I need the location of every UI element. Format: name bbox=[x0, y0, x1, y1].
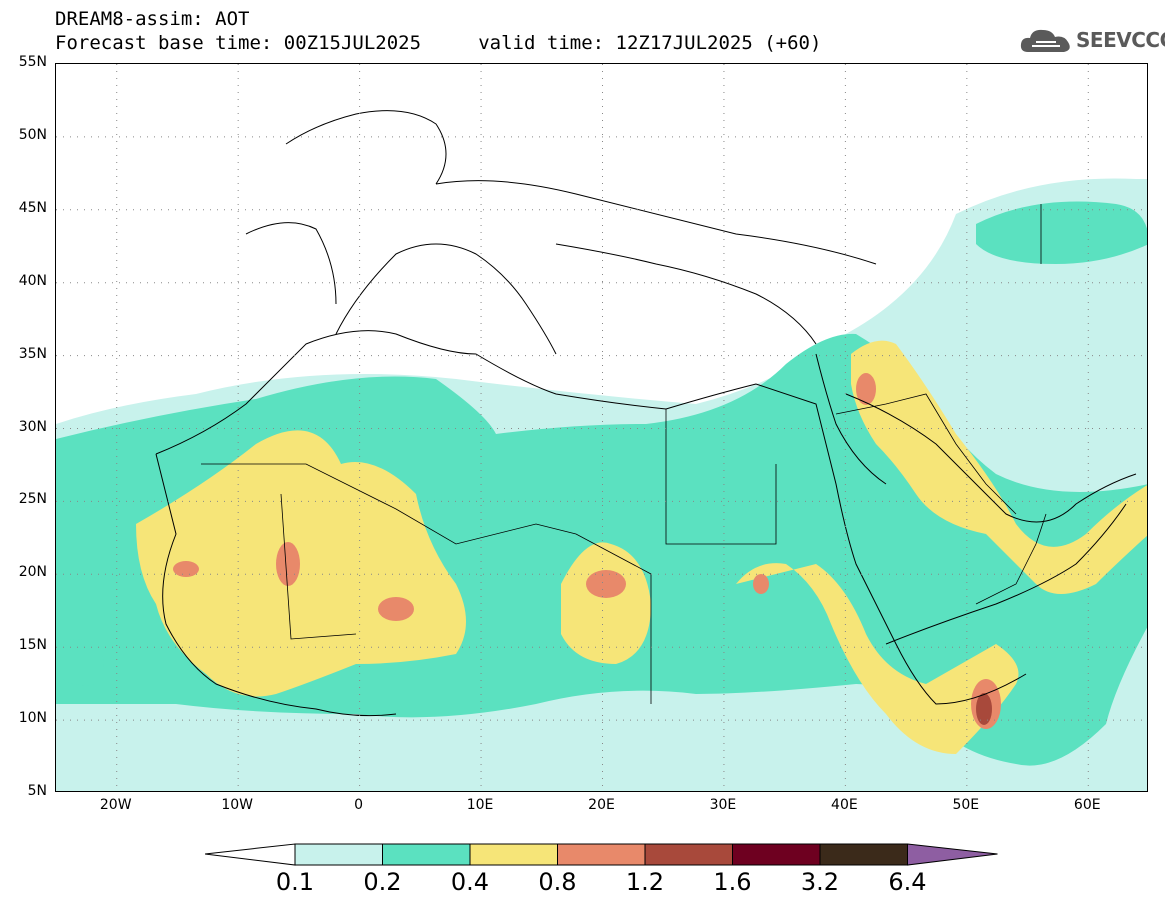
colorbar-level-label: 0.2 bbox=[363, 868, 402, 896]
colorbar-cell bbox=[469, 843, 558, 866]
lon-label: 40E bbox=[831, 797, 858, 813]
colorbar-level-label: 3.2 bbox=[800, 868, 840, 896]
lon-label: 60E bbox=[1073, 797, 1101, 813]
colorbar-level-label: 1.2 bbox=[625, 868, 665, 896]
logo-text: SEEVCCC bbox=[1076, 28, 1165, 52]
map-panel bbox=[55, 63, 1148, 792]
colorbar-level-label: 0.4 bbox=[450, 868, 490, 896]
lat-label: 15N bbox=[18, 637, 47, 654]
aot-band-0.4-0.8 bbox=[136, 340, 1147, 754]
lon-label: 10W bbox=[221, 797, 253, 813]
aot-band-1.2-1.6 bbox=[976, 693, 992, 725]
lon-label: 0 bbox=[354, 797, 364, 813]
colorbar-level-label: 0.1 bbox=[275, 868, 315, 896]
lon-label: 20E bbox=[588, 797, 615, 813]
aot-map bbox=[56, 64, 1147, 791]
lat-label: 40N bbox=[18, 272, 47, 289]
lon-label: 50E bbox=[952, 797, 980, 813]
colorbar-level-label: 6.4 bbox=[888, 868, 927, 896]
country-borders bbox=[201, 204, 1047, 704]
lat-label: 55N bbox=[18, 54, 47, 70]
lon-label: 30E bbox=[709, 797, 737, 813]
colorbar-level-label: 0.8 bbox=[538, 868, 577, 896]
chart-title: DREAM8-assim: AOT bbox=[55, 8, 250, 30]
chart-subtitle: Forecast base time: 00Z15JUL2025 valid t… bbox=[55, 32, 822, 54]
colorbar-cell bbox=[644, 843, 733, 866]
lat-label: 35N bbox=[18, 345, 47, 362]
lat-label: 10N bbox=[18, 710, 47, 727]
colorbar bbox=[205, 843, 998, 866]
lat-label: 30N bbox=[18, 418, 47, 435]
lat-label: 20N bbox=[18, 564, 47, 581]
lon-label: 10E bbox=[466, 797, 494, 813]
graticule bbox=[56, 64, 1147, 791]
colorbar-under-arrow bbox=[205, 843, 296, 866]
lat-label: 45N bbox=[18, 199, 47, 216]
lat-label: 50N bbox=[18, 126, 47, 143]
colorbar-over-arrow bbox=[907, 843, 998, 866]
colorbar-cell bbox=[382, 843, 471, 866]
lat-label: 5N bbox=[27, 783, 47, 799]
colorbar-cell bbox=[732, 843, 821, 866]
seevccc-logo: SEEVCCC bbox=[1018, 26, 1165, 56]
lat-label: 25N bbox=[18, 491, 47, 508]
coastlines bbox=[155, 110, 1137, 717]
cloud-icon bbox=[1020, 29, 1070, 52]
colorbar-cell bbox=[557, 843, 646, 866]
colorbar-cell bbox=[294, 843, 383, 866]
lon-label: 20W bbox=[99, 797, 132, 813]
colorbar-cell bbox=[819, 843, 908, 866]
colorbar-level-label: 1.6 bbox=[713, 868, 752, 896]
